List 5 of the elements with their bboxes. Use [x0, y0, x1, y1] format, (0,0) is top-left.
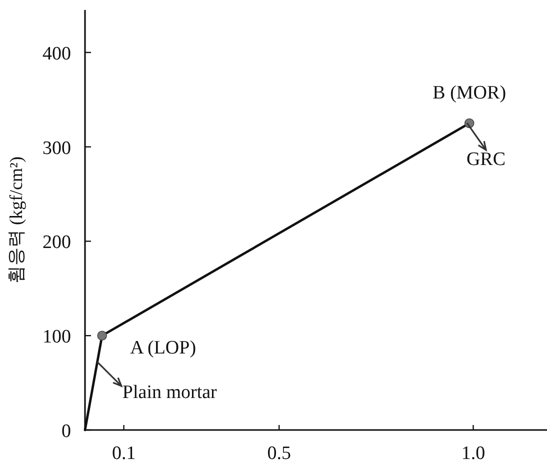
ylabel: 휨응력 (kgf/cm²): [6, 156, 26, 284]
annotation: A (LOP): [130, 338, 196, 359]
annotation: Plain mortar: [122, 382, 217, 404]
annotation: GRC: [466, 149, 506, 170]
annotation: B (MOR): [432, 82, 506, 104]
